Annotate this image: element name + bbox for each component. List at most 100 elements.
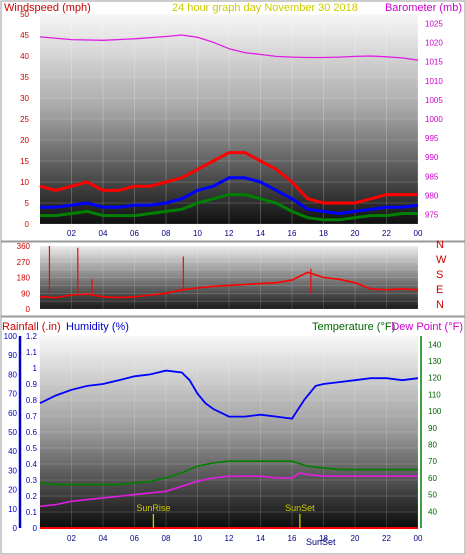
humidity-tick-label: 20 (8, 486, 17, 495)
panel-1-time-label: 18 (319, 229, 328, 238)
windspeed-tick-label: 15 (20, 157, 29, 166)
barometer-tick-label: 990 (425, 153, 439, 162)
panel-3-time-labels: 02 04 06 08 10 12 14 16 18 20 22 00 (67, 534, 423, 543)
panel-3-time-label: 06 (130, 534, 139, 543)
rainfall-tick-label: 0.7 (26, 412, 38, 421)
panel-1-time-labels: 02 04 06 08 10 12 14 16 18 20 22 00 (67, 229, 423, 238)
rainfall-tick-label: 0.1 (26, 508, 38, 517)
panel-3-time-label: 10 (193, 534, 202, 543)
humidity-tick-label: 50 (8, 428, 17, 437)
wind-barometer-chart: Windspeed (mph) 24 hour graph day Novemb… (0, 0, 466, 242)
panel-3-time-label: 12 (225, 534, 234, 543)
humidity-tick-label: 40 (8, 447, 17, 456)
humidity-tick-label: 80 (8, 370, 17, 379)
barometer-tick-label: 995 (425, 134, 439, 143)
panel-3-series (39, 369, 419, 529)
barometer-tick-label: 975 (425, 210, 439, 219)
series-line (39, 369, 419, 420)
panel-3-time-label: 14 (256, 534, 265, 543)
series-line (40, 176, 419, 215)
panel-1-time-label: 12 (225, 229, 234, 238)
temp-humidity-chart: Rainfall (.in) Humidity (%) Temperature … (0, 316, 466, 555)
humidity-tick-label: 10 (8, 505, 17, 514)
panel-3-time-label: 00 (414, 534, 423, 543)
chart-title: 24 hour graph day November 30 2018 (172, 2, 358, 14)
windspeed-tick-label: 0 (25, 220, 30, 229)
sunset-footer-label: SunSet (306, 537, 336, 547)
rainfall-tick-label: 1 (33, 364, 38, 373)
panel-1-time-label: 04 (99, 229, 108, 238)
rainfall-tick-label: 0.8 (26, 396, 38, 405)
panel-3-time-label: 02 (67, 534, 76, 543)
direction-tick-label: 180 (17, 274, 31, 283)
windspeed-tick-label: 30 (20, 94, 29, 103)
compass-label: W (436, 254, 447, 266)
barometer-tick-label: 980 (425, 191, 439, 200)
barometer-axis-label: Barometer (mb) (385, 2, 462, 14)
temperature-tick-label: 90 (428, 424, 437, 433)
humidity-tick-label: 60 (8, 409, 17, 418)
windspeed-tick-label: 50 (20, 10, 29, 19)
rainfall-tick-label: 1.2 (26, 332, 38, 341)
panel-1-time-label: 06 (130, 229, 139, 238)
rainfall-tick-label: 0.6 (26, 428, 38, 437)
panel-1-time-label: 14 (256, 229, 265, 238)
humidity-axis-label: Humidity (%) (66, 321, 129, 333)
barometer-tick-label: 1015 (425, 58, 443, 67)
direction-tick-label: 270 (17, 258, 31, 267)
panel-3-time-label: 18 (319, 534, 328, 543)
windspeed-tick-label: 40 (20, 52, 29, 61)
rainfall-tick-label: 0 (33, 524, 38, 533)
humidity-tick-label: 90 (8, 351, 17, 360)
panel-1-time-label: 10 (193, 229, 202, 238)
panel-3-time-label: 04 (99, 534, 108, 543)
panel-2-plot-area (40, 246, 418, 309)
barometer-tick-label: 985 (425, 172, 439, 181)
temperature-tick-label: 120 (428, 374, 442, 383)
direction-tick-labels: 0 90 180 270 360 (17, 242, 31, 314)
panel-1-series (39, 34, 419, 222)
panel-1-time-label: 02 (67, 229, 76, 238)
barometer-tick-label: 1000 (425, 115, 443, 124)
panel-3-time-label: 20 (351, 534, 360, 543)
rainfall-tick-labels: 0 0.1 0.2 0.3 0.4 0.5 0.6 0.7 0.8 0.9 1 1.1 1.2 (26, 332, 38, 533)
series-line (39, 151, 418, 205)
windspeed-axis-label: Windspeed (mph) (4, 2, 91, 14)
compass-label: E (436, 284, 443, 296)
series-line (39, 34, 419, 61)
rainfall-tick-label: 1.1 (26, 348, 38, 357)
panel-3-time-label: 08 (162, 534, 171, 543)
panel-3-time-label: 16 (288, 534, 297, 543)
sun-annotations: SunRise SunSet (136, 503, 315, 528)
panel-1-time-label: 22 (382, 229, 391, 238)
windspeed-tick-label: 45 (20, 31, 29, 40)
temperature-tick-label: 60 (428, 474, 437, 483)
temperature-axis-label: Temperature (°F) (312, 321, 395, 333)
dewpoint-axis-label: Dew Point (°F) (391, 321, 463, 333)
panel-3-plot-area (40, 336, 418, 528)
temperature-tick-labels: 40 50 60 70 80 90 100 110 120 130 140 (420, 336, 442, 528)
temperature-tick-label: 140 (428, 340, 442, 349)
barometer-tick-labels: 975 980 985 990 995 1000 1005 1010 1015 1020 1025 (425, 20, 443, 220)
temperature-tick-label: 130 (428, 357, 442, 366)
windspeed-tick-label: 5 (25, 199, 30, 208)
rainfall-tick-label: 0.5 (26, 444, 38, 453)
windspeed-tick-labels: 0 5 10 15 20 25 30 35 40 45 50 (20, 10, 29, 229)
panel-1-time-label: 20 (351, 229, 360, 238)
temperature-tick-label: 50 (428, 491, 437, 500)
windspeed-tick-label: 20 (20, 136, 29, 145)
sun-annotation-label: SunRise (136, 503, 170, 513)
panel-3-time-label: 22 (382, 534, 391, 543)
humidity-tick-label: 100 (4, 332, 18, 341)
humidity-tick-label: 0 (13, 524, 18, 533)
direction-tick-label: 360 (17, 242, 31, 251)
temperature-tick-label: 80 (428, 441, 437, 450)
compass-label: N (436, 239, 444, 251)
temperature-tick-label: 100 (428, 407, 442, 416)
humidity-tick-label: 30 (8, 466, 17, 475)
panel-1-time-label: 16 (288, 229, 297, 238)
series-line (40, 193, 418, 222)
compass-label: S (436, 269, 443, 281)
